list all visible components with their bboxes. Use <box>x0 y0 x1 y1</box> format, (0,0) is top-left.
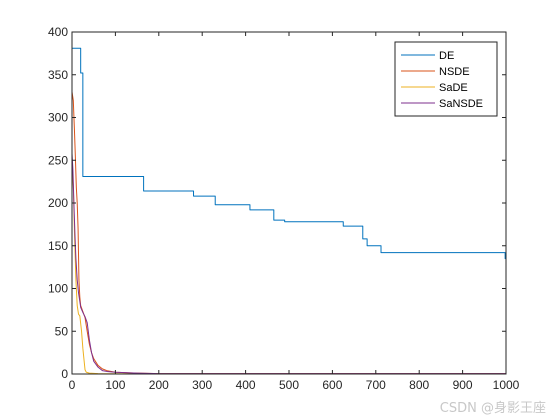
x-tick-label: 0 <box>69 378 76 392</box>
x-tick-label: 400 <box>236 378 256 392</box>
x-tick-label: 900 <box>453 378 473 392</box>
x-tick-label: 1000 <box>493 378 520 392</box>
y-tick-label: 0 <box>61 367 68 381</box>
y-tick-label: 50 <box>55 324 69 338</box>
y-tick-label: 350 <box>48 68 68 82</box>
legend: DE NSDE SaDE SaNSDE <box>394 41 498 117</box>
y-tick-label: 250 <box>48 153 68 167</box>
x-tick-label: 300 <box>192 378 212 392</box>
series-line-de <box>72 47 506 260</box>
legend-label: NSDE <box>439 66 470 78</box>
legend-label: SaNSDE <box>439 98 483 110</box>
series-line-sade <box>72 168 506 374</box>
y-tick-label: 200 <box>48 196 68 210</box>
watermark: CSDN @身影王座 <box>439 401 546 416</box>
y-tick-label: 100 <box>48 282 68 296</box>
ticks-layer: 0 100 200 300 400 500 600 700 800 900 1000 0 50 100 15… <box>48 25 520 392</box>
x-tick-label: 600 <box>322 378 342 392</box>
legend-label: SaDE <box>439 82 468 94</box>
y-tick-label: 400 <box>48 25 68 39</box>
series-line-sansde <box>72 153 506 374</box>
series-layer <box>72 47 506 374</box>
legend-label: DE <box>439 50 454 62</box>
y-tick-label: 150 <box>48 239 68 253</box>
axes-box <box>71 31 507 375</box>
x-tick-label: 100 <box>105 378 125 392</box>
x-tick-label: 200 <box>149 378 169 392</box>
x-tick-label: 700 <box>366 378 386 392</box>
x-tick-label: 800 <box>409 378 429 392</box>
x-tick-label: 500 <box>279 378 299 392</box>
series-line-nsde <box>72 91 506 374</box>
legend-box <box>394 41 498 117</box>
y-tick-label: 300 <box>48 111 68 125</box>
